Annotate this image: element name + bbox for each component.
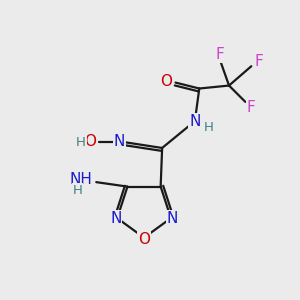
Text: O: O <box>84 134 96 149</box>
Text: H: H <box>76 136 86 148</box>
Text: NH: NH <box>70 172 92 187</box>
Text: N: N <box>167 211 178 226</box>
Text: H: H <box>73 184 82 197</box>
Text: O: O <box>138 232 150 247</box>
Text: O: O <box>160 74 172 89</box>
Text: F: F <box>216 47 224 62</box>
Text: N: N <box>189 114 200 129</box>
Text: H: H <box>204 121 214 134</box>
Text: N: N <box>110 211 122 226</box>
Text: F: F <box>254 54 263 69</box>
Text: N: N <box>114 134 125 148</box>
Text: F: F <box>247 100 256 115</box>
